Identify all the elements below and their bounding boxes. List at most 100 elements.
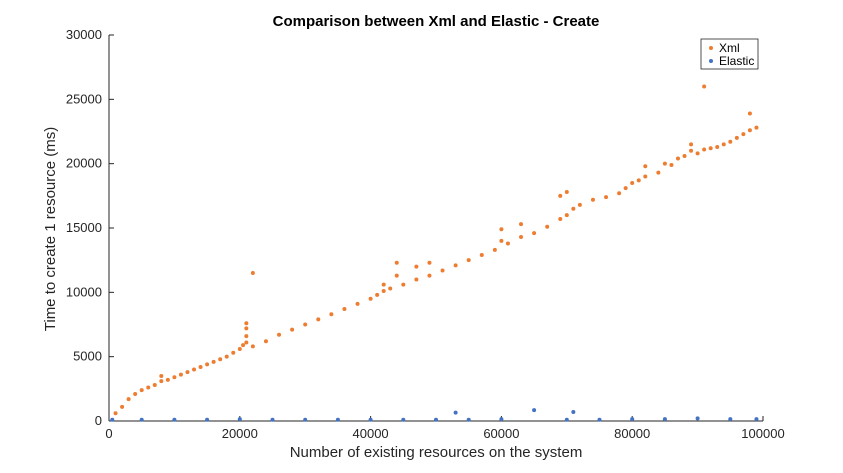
data-point-xml [427,260,432,265]
data-point-xml [656,170,661,175]
data-point-xml [375,292,380,297]
data-point-xml [113,411,118,416]
data-point-xml [499,227,504,232]
data-point-xml [250,271,255,276]
data-point-xml [675,156,680,161]
data-point-xml [519,235,524,240]
data-point-xml [394,273,399,278]
data-point-xml [224,354,229,359]
data-point-elastic [401,417,406,422]
data-point-xml [747,111,752,116]
data-point-elastic [172,417,177,422]
x-tick-label: 100000 [741,426,784,441]
data-point-elastic [532,408,537,413]
data-point-xml [604,195,609,200]
data-point-xml [244,326,249,331]
data-point-xml [571,206,576,211]
data-point-xml [715,144,720,149]
data-point-elastic [630,417,635,422]
data-point-elastic [303,417,308,422]
data-point-xml [244,321,249,326]
data-point-xml [590,197,595,202]
data-point-xml [231,350,236,355]
data-point-xml [754,125,759,130]
data-point-xml [669,162,674,167]
data-point-xml [165,377,170,382]
legend-marker [709,59,713,63]
data-point-xml [342,307,347,312]
data-point-xml [244,340,249,345]
legend-label: Elastic [719,54,754,68]
y-tick-label: 15000 [66,220,102,235]
data-point-xml [636,178,641,183]
data-point-xml [218,357,223,362]
data-point-xml [277,332,282,337]
data-point-elastic [110,417,115,422]
data-point-xml [414,277,419,282]
data-point-xml [241,343,246,348]
data-point-xml [479,253,484,258]
data-point-xml [126,397,131,402]
data-point-xml [689,148,694,153]
data-point-xml [689,142,694,147]
series-elastic [110,408,759,422]
data-point-elastic [695,416,700,421]
data-point-xml [721,142,726,147]
data-point-xml [747,128,752,133]
x-tick-label: 80000 [614,426,650,441]
chart-title: Comparison between Xml and Elastic - Cre… [273,13,600,30]
data-point-elastic [434,417,438,422]
x-tick-label: 20000 [222,426,258,441]
data-point-xml [414,264,419,269]
data-point-xml [702,147,707,152]
data-point-xml [263,339,268,344]
data-point-xml [702,84,707,89]
data-point-elastic [728,417,733,422]
data-point-xml [290,327,295,332]
data-point-elastic [466,417,471,422]
data-point-xml [381,289,386,294]
data-point-xml [152,382,157,387]
data-point-xml [708,146,713,151]
data-point-xml [250,344,255,349]
y-tick-label: 25000 [66,91,102,106]
data-point-xml [564,189,569,194]
data-point-elastic [368,417,373,422]
data-point-xml [643,164,648,169]
data-point-elastic [139,417,144,422]
data-point-xml [505,241,510,246]
x-tick-label: 0 [105,426,112,441]
data-point-elastic [662,417,667,422]
x-tick-label: 60000 [483,426,519,441]
data-point-elastic [270,417,275,422]
data-point-xml [192,367,197,372]
data-point-xml [558,193,563,198]
data-point-xml [316,317,321,322]
data-point-xml [728,139,733,144]
x-axis-label: Number of existing resources on the syst… [290,444,583,461]
series-xml [113,84,759,416]
y-tick-label: 5000 [73,349,102,364]
data-point-xml [682,153,687,158]
data-point-xml [303,322,308,327]
data-point-xml [623,186,628,191]
data-point-xml [492,247,497,252]
data-point-xml [120,404,125,409]
y-axis-label: Time to create 1 resource (ms) [42,127,59,332]
data-point-xml [146,385,151,390]
legend-marker [709,46,713,50]
data-point-xml [205,362,210,367]
data-point-xml [558,216,563,221]
data-point-xml [617,191,622,196]
data-point-xml [532,231,537,236]
data-point-xml [401,282,406,287]
data-point-xml [172,375,177,380]
data-point-xml [237,346,242,351]
data-point-xml [499,238,504,243]
data-point-xml [394,260,399,265]
y-tick-label: 10000 [66,284,102,299]
data-point-xml [185,370,190,375]
data-point-xml [159,373,164,378]
data-point-xml [355,301,360,306]
